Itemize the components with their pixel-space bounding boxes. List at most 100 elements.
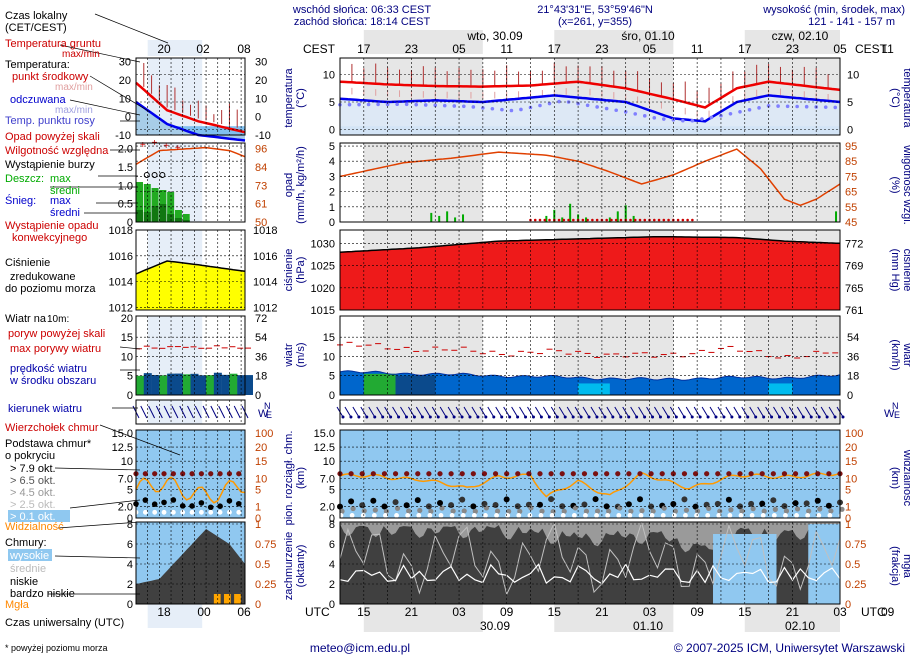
wind-arrow-head bbox=[801, 415, 805, 419]
wind-arrow bbox=[701, 406, 709, 418]
wind-arrow-head bbox=[516, 415, 520, 419]
sunrise-text: wschód słońca: 06:33 CEST bbox=[292, 4, 431, 16]
dew-point bbox=[557, 99, 561, 104]
conv-precip-dot bbox=[538, 218, 542, 222]
y-tick-label-right: 84 bbox=[255, 162, 267, 174]
y-tick-label: 20 bbox=[121, 313, 133, 325]
cloud-base-dot bbox=[603, 503, 610, 510]
left-cloud-base-dot-low bbox=[227, 509, 232, 515]
left-cloud-base-dot-low bbox=[142, 509, 148, 515]
wind-arrow bbox=[654, 406, 661, 418]
wind-arrow-head bbox=[397, 415, 401, 419]
wind-arrow bbox=[487, 406, 495, 418]
cloud-base-dot-low bbox=[605, 513, 611, 518]
humid-label-right: wilgotność wzgl. bbox=[901, 144, 910, 224]
left-rain-max-bar bbox=[143, 184, 151, 222]
legend-snow-max: max bbox=[50, 195, 71, 207]
cloud-top-dot bbox=[415, 471, 421, 477]
left-cloud-base-dot-low bbox=[170, 509, 176, 515]
wind-arrow-head bbox=[651, 415, 655, 419]
dew-point bbox=[414, 102, 418, 107]
left-pressure-line bbox=[135, 260, 246, 275]
wind-arrow-head bbox=[373, 415, 377, 419]
utc-label-right: UTC bbox=[861, 605, 886, 619]
cloud-base-dot-low bbox=[360, 513, 366, 518]
conv-precip-dot bbox=[676, 218, 680, 222]
y-tick-label: 7.0 bbox=[320, 473, 335, 485]
y-tick-label: 4 bbox=[329, 156, 335, 168]
wind-arrow bbox=[352, 406, 360, 418]
y-tick-label: 1012 bbox=[109, 302, 133, 314]
left-wind-arrow bbox=[187, 405, 194, 419]
sunset-text: zachód słońca: 18:14 CEST bbox=[294, 16, 431, 28]
wind-arrow-head bbox=[563, 415, 567, 419]
left-cloud-top-dot bbox=[170, 471, 176, 477]
conv-precip-dot bbox=[605, 218, 608, 222]
conv-precip-dot bbox=[586, 218, 589, 222]
legend-pointer-line bbox=[89, 75, 151, 113]
y-tick-label: 1018 bbox=[109, 225, 133, 237]
wind-arrow bbox=[463, 406, 471, 418]
left-cloud-base-dot bbox=[217, 503, 223, 509]
cloud-base-dot-low bbox=[516, 513, 522, 518]
elevation-title: wysokość (min, środek, max) bbox=[762, 4, 905, 16]
wind-arrow-head bbox=[785, 415, 789, 419]
wind-arrow-head bbox=[579, 415, 583, 419]
legend-fog: Mgła bbox=[5, 599, 30, 611]
dew-point bbox=[547, 101, 552, 106]
wind-arrow bbox=[542, 406, 550, 418]
vis-unit-right: (km) bbox=[889, 467, 901, 489]
cloud-base-dot bbox=[414, 497, 421, 504]
left-wind-bar bbox=[174, 373, 183, 395]
y-tick-label-right: 0 bbox=[845, 513, 851, 525]
y-tick-label-right: 0 bbox=[255, 599, 261, 611]
dew-point bbox=[700, 117, 704, 121]
left-cloud-top-dot bbox=[217, 471, 223, 477]
utc-label-left: UTC bbox=[305, 605, 330, 619]
conv-precip-dot bbox=[562, 218, 566, 222]
left-fog-bar bbox=[234, 594, 241, 604]
left-wind-bar bbox=[245, 375, 253, 395]
cloud-base-dot bbox=[803, 500, 810, 507]
fog-label-right: mgła bbox=[901, 554, 910, 579]
legend-snow: Śnieg: bbox=[5, 194, 36, 207]
dew-point bbox=[595, 105, 599, 109]
left-cloud-base-dot bbox=[207, 504, 214, 511]
dew-point bbox=[833, 105, 838, 110]
rain-bar bbox=[835, 211, 838, 222]
y-tick-label-right: -10 bbox=[255, 130, 271, 142]
cloud-base-dot bbox=[370, 497, 377, 504]
y-tick-label: 5 bbox=[127, 485, 133, 497]
y-tick-label: 10 bbox=[323, 70, 335, 82]
y-tick-label: 1025 bbox=[311, 261, 335, 273]
left-wind-arrow bbox=[148, 405, 156, 419]
left-rain-mid-bar bbox=[174, 218, 182, 222]
cloud-base-dot-mid bbox=[672, 508, 678, 514]
wind-arrow bbox=[392, 406, 399, 418]
cloud-base-dot-mid bbox=[372, 507, 378, 513]
legend-pointer-line bbox=[69, 499, 141, 509]
y-tick-label-right: 1016 bbox=[253, 251, 277, 263]
cloud-base-dot-low bbox=[716, 513, 722, 518]
wind-arrow-head bbox=[484, 415, 488, 419]
left-wind-bar bbox=[182, 374, 191, 395]
legend-octa-5: > 0.1 okt. bbox=[10, 511, 56, 523]
cloud-base-dot-low bbox=[683, 513, 688, 518]
legend-humidity: Wilgotność względna bbox=[5, 145, 109, 157]
bottom-day-3: 02.10 bbox=[785, 619, 815, 633]
cloud-top-dot bbox=[659, 471, 665, 477]
day-label-1: wto, 30.09 bbox=[466, 29, 523, 43]
footer-email[interactable]: meteo@icm.edu.pl bbox=[310, 641, 410, 655]
day-label-3: czw, 02.10 bbox=[772, 29, 829, 43]
bottom-hour-label: 21 bbox=[786, 605, 800, 619]
conv-precip-dot bbox=[657, 218, 661, 222]
cloud-base-dot-low bbox=[616, 513, 622, 518]
wind-arrow bbox=[439, 406, 447, 418]
left-cloud-base-dot bbox=[226, 498, 233, 504]
rain-bar bbox=[608, 217, 611, 222]
cloud-base-dot bbox=[559, 503, 566, 510]
dew-point bbox=[804, 104, 809, 109]
left-cloud-top-dot bbox=[161, 471, 167, 477]
y-tick-label: 10 bbox=[323, 456, 335, 468]
